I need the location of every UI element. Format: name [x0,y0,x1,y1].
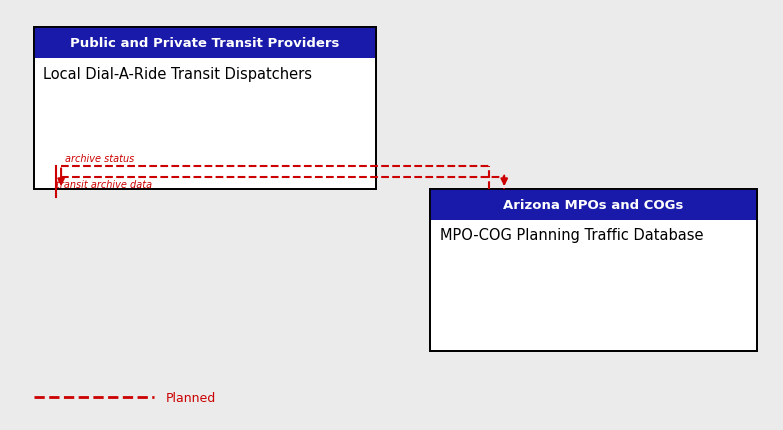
Bar [34,28,376,190]
Text: transit archive data: transit archive data [56,180,152,190]
Text: archive status: archive status [65,154,134,164]
Text: Local Dial-A-Ride Transit Dispatchers: Local Dial-A-Ride Transit Dispatchers [43,67,312,81]
Text: Planned: Planned [166,391,216,404]
Bar [431,190,757,220]
Text: MPO-COG Planning Traffic Database: MPO-COG Planning Traffic Database [440,228,703,243]
Bar [34,28,376,59]
Bar [431,190,757,351]
Bar [34,28,376,190]
Text: Public and Private Transit Providers: Public and Private Transit Providers [70,37,340,50]
Bar [431,190,757,351]
Text: Arizona MPOs and COGs: Arizona MPOs and COGs [503,198,684,211]
